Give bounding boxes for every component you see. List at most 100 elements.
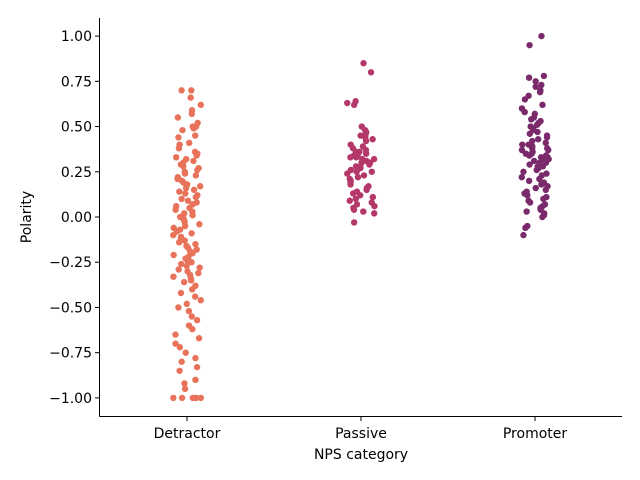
data-point-promoter — [523, 208, 530, 215]
y-tick-label: −0.25 — [49, 255, 92, 271]
data-point-detractor — [195, 269, 202, 277]
data-point-promoter — [530, 157, 538, 165]
data-point-promoter — [533, 166, 540, 174]
data-point-promoter — [524, 192, 531, 199]
data-point-detractor — [174, 114, 182, 121]
data-point-detractor — [176, 188, 183, 195]
data-point-detractor — [182, 349, 189, 356]
data-point-passive — [369, 193, 377, 201]
data-point-detractor — [196, 264, 203, 271]
data-point-detractor — [188, 230, 195, 237]
data-point-detractor — [197, 297, 204, 304]
data-point-promoter — [526, 130, 533, 137]
data-point-promoter — [532, 78, 539, 85]
data-point-promoter — [538, 32, 545, 40]
data-point-detractor — [180, 163, 187, 170]
data-point-detractor — [170, 273, 177, 280]
data-point-detractor — [193, 316, 201, 324]
data-point-detractor — [190, 125, 197, 132]
data-point-detractor — [183, 300, 190, 308]
data-point-detractor — [175, 239, 183, 246]
data-point-promoter — [532, 83, 539, 90]
data-point-detractor — [170, 394, 177, 402]
data-point-promoter — [539, 213, 546, 221]
data-point-detractor — [185, 307, 193, 315]
y-tick-label: −0.50 — [49, 300, 92, 316]
data-point-passive — [353, 154, 360, 161]
x-tick-label-promoter: Promoter — [503, 426, 568, 442]
data-point-passive — [352, 195, 360, 203]
data-point-detractor — [181, 222, 189, 230]
x-axis-label: NPS category — [314, 447, 408, 463]
data-point-promoter — [542, 139, 549, 147]
data-point-detractor — [189, 211, 196, 219]
data-point-detractor — [176, 367, 183, 374]
data-point-detractor — [181, 385, 189, 393]
data-point-detractor — [196, 183, 204, 190]
data-point-detractor — [181, 380, 188, 387]
data-point-promoter — [536, 175, 543, 183]
data-point-detractor — [184, 197, 192, 204]
data-point-passive — [350, 219, 358, 226]
data-point-promoter — [520, 231, 527, 239]
data-point-promoter — [526, 199, 534, 206]
data-point-promoter — [518, 174, 525, 181]
y-tick-label: −1.00 — [49, 391, 92, 407]
y-tick-label: 1.00 — [61, 29, 92, 45]
data-point-detractor — [176, 344, 184, 351]
data-point-detractor — [179, 126, 186, 134]
data-point-passive — [344, 170, 351, 177]
data-point-passive — [350, 101, 358, 109]
x-tick-label-detractor: Detractor — [154, 426, 221, 442]
data-point-detractor — [182, 184, 190, 192]
data-point-promoter — [538, 81, 545, 89]
data-point-passive — [354, 174, 362, 181]
data-point-promoter — [538, 181, 545, 188]
data-point-detractor — [188, 259, 195, 266]
data-point-promoter — [525, 74, 533, 81]
data-point-detractor — [192, 172, 200, 179]
data-point-detractor — [177, 289, 185, 297]
data-point-detractor — [178, 260, 185, 268]
data-point-detractor — [178, 358, 185, 365]
y-tick-label: −0.75 — [49, 346, 92, 362]
data-point-promoter — [536, 88, 544, 96]
data-point-detractor — [180, 278, 188, 286]
data-point-promoter — [522, 224, 529, 232]
data-point-detractor — [195, 335, 203, 342]
data-point-passive — [344, 99, 351, 107]
data-point-promoter — [526, 161, 533, 168]
data-point-promoter — [535, 136, 542, 143]
data-point-promoter — [526, 152, 533, 159]
data-point-promoter — [532, 184, 539, 192]
data-point-detractor — [192, 376, 199, 384]
data-point-detractor — [188, 87, 195, 94]
data-point-detractor — [181, 237, 188, 244]
data-point-detractor — [193, 152, 200, 159]
data-point-promoter — [526, 41, 533, 49]
data-point-detractor — [191, 394, 199, 402]
data-point-promoter — [525, 177, 533, 185]
data-point-detractor — [172, 154, 180, 161]
data-point-detractor — [178, 87, 185, 94]
y-axis-label: Polarity — [19, 191, 35, 243]
data-point-detractor — [175, 145, 183, 152]
y-axis-ticks: −1.00 −0.75 −0.50 −0.25 0.00 0.25 0.50 0.75 1.00 — [49, 29, 100, 407]
data-point-detractor — [193, 363, 201, 371]
data-point-detractor — [187, 94, 194, 101]
data-point-passive — [350, 206, 358, 213]
data-point-detractor — [191, 132, 199, 139]
data-point-detractor — [183, 262, 190, 270]
data-point-promoter — [528, 116, 535, 123]
data-point-passive — [360, 208, 367, 215]
data-point-detractor — [197, 394, 205, 402]
data-point-detractor — [190, 157, 197, 165]
data-point-passive — [353, 168, 360, 175]
data-point-detractor — [175, 304, 182, 311]
data-point-passive — [347, 154, 354, 161]
data-point-detractor — [192, 240, 199, 248]
data-point-promoter — [521, 96, 529, 103]
data-point-promoter — [534, 128, 541, 136]
x-tick-label-passive: Passive — [335, 426, 387, 442]
data-point-detractor — [193, 246, 200, 253]
